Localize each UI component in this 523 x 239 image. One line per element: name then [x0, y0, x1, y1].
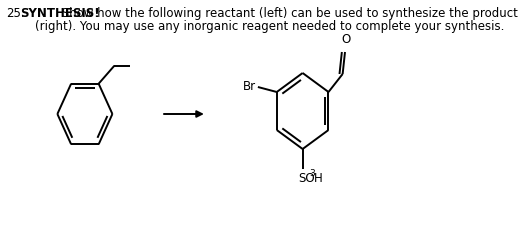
- Text: Br: Br: [243, 80, 256, 92]
- Text: (right). You may use any inorganic reagent needed to complete your synthesis.: (right). You may use any inorganic reage…: [20, 20, 504, 33]
- Text: Show how the following reactant (left) can be used to synthesize the product: Show how the following reactant (left) c…: [58, 7, 518, 20]
- Text: 25.: 25.: [6, 7, 25, 20]
- Text: 3: 3: [309, 169, 315, 178]
- Text: O: O: [341, 33, 350, 46]
- Text: SYNTHESIS!: SYNTHESIS!: [20, 7, 99, 20]
- Text: SO: SO: [299, 172, 315, 185]
- Text: H: H: [314, 172, 322, 185]
